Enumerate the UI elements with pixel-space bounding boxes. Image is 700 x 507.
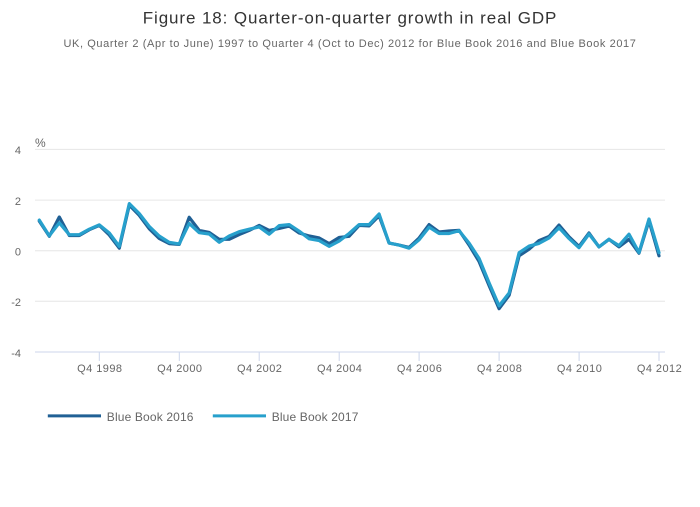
svg-text:UK, Quarter 2 (Apr to June) 19: UK, Quarter 2 (Apr to June) 1997 to Quar… xyxy=(63,38,636,50)
svg-text:4: 4 xyxy=(15,145,21,157)
svg-text:Q4 2008: Q4 2008 xyxy=(477,363,522,375)
svg-text:%: % xyxy=(35,136,46,150)
svg-text:Q4 2002: Q4 2002 xyxy=(237,363,282,375)
svg-text:-2: -2 xyxy=(11,297,21,309)
svg-text:Q4 2012: Q4 2012 xyxy=(637,363,682,375)
svg-text:Blue Book 2017: Blue Book 2017 xyxy=(272,410,359,424)
svg-text:Q4 2004: Q4 2004 xyxy=(317,363,362,375)
svg-text:Figure 18: Quarter-on-quarter: Figure 18: Quarter-on-quarter growth in … xyxy=(143,8,558,27)
svg-text:-4: -4 xyxy=(11,348,21,360)
svg-text:Q4 2010: Q4 2010 xyxy=(557,363,602,375)
svg-text:Q4 2006: Q4 2006 xyxy=(397,363,442,375)
svg-text:2: 2 xyxy=(15,196,21,208)
svg-text:Q4 2000: Q4 2000 xyxy=(157,363,202,375)
svg-text:Q4 1998: Q4 1998 xyxy=(77,363,122,375)
svg-text:Blue Book 2016: Blue Book 2016 xyxy=(107,410,194,424)
svg-text:0: 0 xyxy=(15,247,21,259)
